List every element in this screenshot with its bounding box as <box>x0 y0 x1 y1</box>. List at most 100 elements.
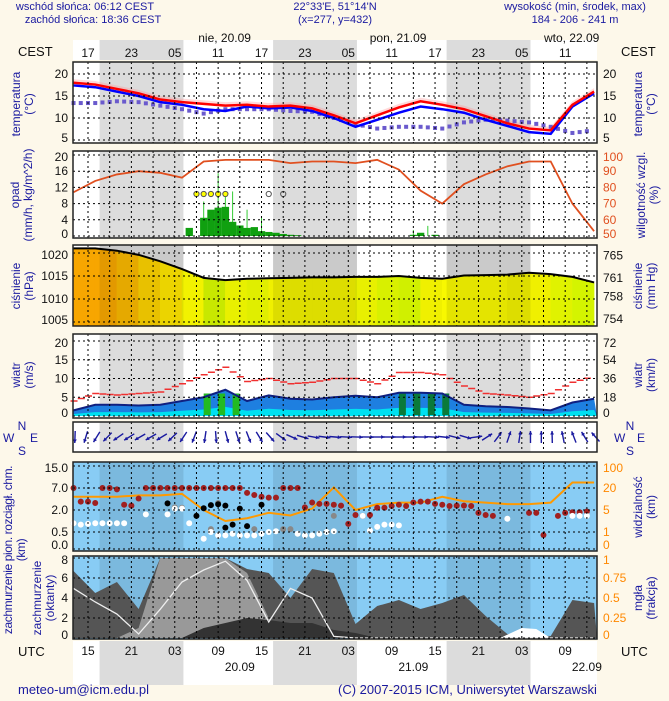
pressure-fill-segment <box>73 248 96 327</box>
visibility-tick: 0 <box>603 538 610 552</box>
cloud-base-red-point <box>526 509 533 516</box>
wind-arrow-head <box>270 437 275 442</box>
wind-arrow-head <box>560 431 565 435</box>
cloud-base-white-point <box>569 512 576 519</box>
wind-arrow-head <box>478 434 483 439</box>
wind-arrow-head <box>326 435 331 440</box>
bottom-hour-tick: 21 <box>125 644 139 658</box>
pressure-right-label: ciśnienie (mm Hg) <box>631 262 658 310</box>
pressure-tick-mmhg: 758 <box>603 289 623 303</box>
temperature-tick-left: 20 <box>55 67 69 81</box>
pressure-tick-hpa: 1005 <box>41 313 68 327</box>
cloud-base-black-point <box>258 501 265 508</box>
bottom-timezone-label-right: UTC <box>621 644 648 659</box>
cloud-base-red-point <box>417 498 424 505</box>
elevation-label: wysokość (min, środek, max) <box>504 1 646 13</box>
night-band <box>99 40 184 60</box>
wind-arrow-head <box>370 435 374 439</box>
night-shading <box>273 151 357 238</box>
top-hour-tick: 11 <box>385 46 398 60</box>
dew-point-point <box>375 126 380 131</box>
night-band <box>446 40 531 60</box>
cloud-base-red-point <box>533 509 540 516</box>
cloud-base-black-point <box>164 500 171 507</box>
top-timezone-label: CEST <box>18 44 53 59</box>
dew-point-point <box>469 119 474 124</box>
top-timezone-label-right: CEST <box>621 44 656 59</box>
cloud-cover-low-area <box>73 618 597 638</box>
thunderstorm-marker <box>207 190 215 198</box>
dew-point-point <box>454 122 459 127</box>
wind-arrow-head <box>445 435 450 440</box>
compass-s-label: S <box>626 444 634 458</box>
coordinates-text: 22°33'E, 51°14'N <box>293 1 377 13</box>
cloud-base-red-point <box>251 492 258 499</box>
dew-point-point <box>534 121 539 126</box>
precipitation-bar <box>265 231 273 236</box>
bottom-hour-tick: 15 <box>428 644 442 658</box>
cloud-base-white-point <box>178 505 185 512</box>
contact-email-link[interactable]: meteo-um@icm.edu.pl <box>18 682 149 697</box>
cloud-base-white-point <box>359 512 366 519</box>
precipitation-bar <box>272 232 280 236</box>
humidity-tick: 50 <box>603 227 617 241</box>
wind-arrow-head <box>191 438 196 443</box>
cloud-base-red-point <box>135 495 142 502</box>
wind-strong-band <box>413 393 421 415</box>
dew-point-point <box>136 100 141 105</box>
cloud-base-gray-point <box>251 526 258 533</box>
top-hour-tick: 11 <box>212 46 225 60</box>
wind-strong-band <box>427 393 435 415</box>
cloud-base-white-point <box>92 520 99 527</box>
cloud-base-red-point <box>403 503 410 510</box>
precipitation-bar <box>431 234 439 236</box>
cloud-base-white-point <box>236 532 243 539</box>
wind-arrow-head <box>402 435 407 439</box>
cloud-base-red-point <box>316 500 323 507</box>
cloud-base-left-label: zachmurzenie pion. rozciągł. chm. (km) <box>1 465 28 635</box>
cloud-base-black-point <box>215 501 222 508</box>
fog-tick: 0.25 <box>603 611 627 625</box>
thunderstorm-marker <box>222 190 229 198</box>
dew-point-point <box>505 118 510 123</box>
cloud-base-white-point <box>186 520 193 527</box>
cloud-base-white-point <box>121 520 128 527</box>
wind-arrow-head <box>180 438 184 443</box>
dew-point-point <box>158 103 163 108</box>
precipitation-panel-frame <box>72 150 598 239</box>
cloud-base-red-point <box>178 485 185 491</box>
wind-strong-band <box>442 393 450 415</box>
visibility-right-label: widzialność (km) <box>631 476 658 538</box>
cloud-base-gray-point <box>287 526 294 533</box>
wind-tick-ms: 10 <box>55 372 69 386</box>
cloud-base-red-point <box>446 503 453 510</box>
temperature-tick-right: 20 <box>603 67 617 81</box>
cloud-base-red-point <box>121 501 128 508</box>
grid-point-text: (x=277, y=432) <box>298 14 372 26</box>
compass-n-label-left: N <box>18 419 27 433</box>
cloud-base-white-point <box>99 520 106 527</box>
humidity-tick: 60 <box>603 213 617 227</box>
top-hour-tick: 23 <box>125 46 139 60</box>
cloud-base-black-point <box>193 512 200 519</box>
precipitation-bar <box>279 233 287 236</box>
top-hour-tick: 05 <box>515 46 529 60</box>
cloud-cover-tick: 4 <box>61 591 68 605</box>
visibility-tick: 100 <box>603 461 623 475</box>
cloud-cover-tick: 6 <box>61 571 68 585</box>
cloud-base-white-point <box>222 532 229 539</box>
wind-arrow-head <box>214 439 219 443</box>
temperature-tick-right: 10 <box>603 111 617 125</box>
temperature-tick-left: 5 <box>61 131 68 145</box>
temperature-line <box>73 81 595 132</box>
wind-arrow-head <box>145 436 150 440</box>
pressure-tick-mmhg: 754 <box>603 312 623 326</box>
wind-right-label: wiatr (km/h) <box>631 358 658 392</box>
cloud-base-red-point <box>157 485 164 491</box>
cloud-base-tick: 0.5 <box>51 525 68 539</box>
wind-arrow-head <box>281 436 286 441</box>
cloud-base-white-point <box>388 521 395 528</box>
cloud-cover-left-label: zachmurzenie (oktanty) <box>30 560 57 636</box>
wind-arrow-head <box>113 436 118 441</box>
precipitation-bar <box>207 209 215 236</box>
